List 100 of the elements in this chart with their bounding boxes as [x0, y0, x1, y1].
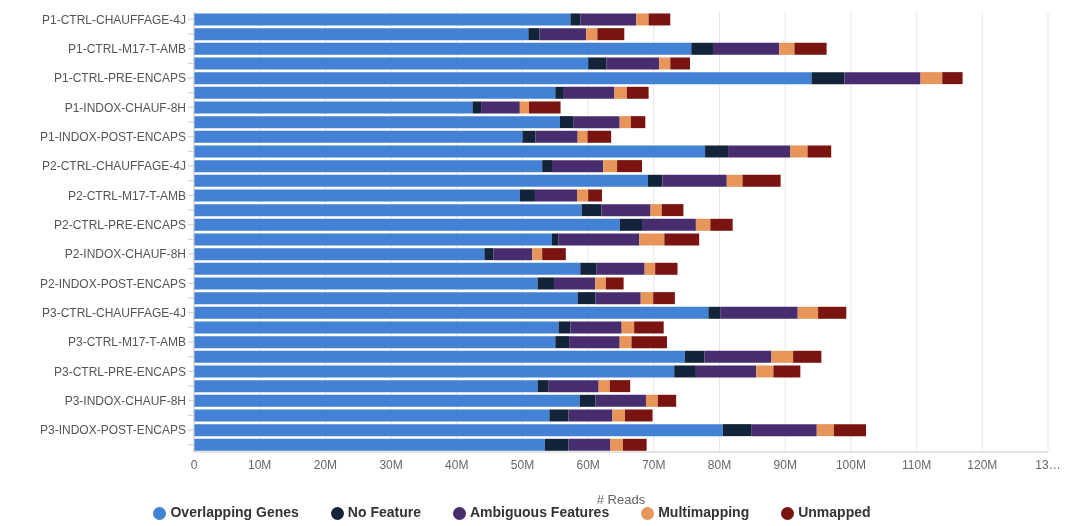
bar	[942, 72, 963, 85]
bar	[920, 72, 943, 85]
bar	[595, 277, 606, 290]
bar	[648, 13, 671, 26]
bar	[558, 233, 640, 246]
legend-label: Multimapping	[658, 504, 750, 520]
bar	[194, 13, 571, 26]
bar	[588, 189, 602, 202]
bar	[194, 438, 545, 451]
bar	[728, 145, 791, 158]
bar	[194, 204, 582, 217]
bar	[655, 262, 678, 275]
x-tick-label: 80M	[707, 457, 732, 472]
bar	[194, 86, 556, 99]
bar	[194, 306, 709, 319]
bar	[722, 424, 752, 437]
bar	[522, 130, 536, 143]
bar	[708, 306, 721, 319]
bar	[626, 86, 649, 99]
bar	[194, 42, 692, 55]
bar	[573, 116, 620, 129]
bar	[194, 116, 560, 129]
bar	[816, 424, 834, 437]
bar	[793, 350, 822, 363]
legend-label: Unmapped	[798, 504, 871, 520]
bar	[720, 306, 798, 319]
bar	[631, 336, 667, 349]
bar	[619, 336, 632, 349]
bar	[595, 292, 641, 305]
bar	[194, 336, 556, 349]
bar	[634, 321, 664, 334]
bar	[579, 394, 596, 407]
x-tick-label: 40M	[445, 457, 469, 472]
bar	[580, 13, 637, 26]
bar	[705, 145, 729, 158]
bar	[194, 28, 529, 41]
bar	[563, 86, 615, 99]
bar	[586, 28, 598, 41]
bar	[597, 28, 625, 41]
bar	[664, 233, 700, 246]
bar	[194, 218, 620, 231]
x-tick-label: 50M	[510, 457, 535, 472]
bar	[642, 218, 696, 231]
bar	[194, 394, 580, 407]
bar	[595, 394, 646, 407]
bar	[833, 424, 867, 437]
bar	[684, 350, 705, 363]
bar	[194, 365, 675, 378]
bar	[695, 218, 711, 231]
bar	[537, 277, 554, 290]
bar	[194, 57, 589, 70]
bar	[558, 321, 571, 334]
x-tick-label: 70M	[642, 457, 666, 472]
bar	[194, 130, 523, 143]
bar	[577, 130, 588, 143]
y-tick-label: P1-CTRL-M17-T-AMB	[67, 41, 186, 56]
bar	[619, 116, 631, 129]
x-tick-label: 110M	[902, 457, 932, 472]
x-tick-label: 13…	[1035, 457, 1061, 472]
bar	[645, 394, 658, 407]
bar	[609, 380, 631, 393]
bar	[742, 174, 781, 187]
bar	[661, 204, 684, 217]
bar	[535, 130, 578, 143]
y-tick-label: P1-INDOX-CHAUF-8H	[64, 100, 186, 115]
bar	[194, 424, 723, 437]
bar	[539, 28, 587, 41]
bar	[704, 350, 772, 363]
bar	[544, 438, 569, 451]
bar	[194, 409, 550, 422]
bar	[519, 101, 530, 114]
y-tick-label: P3-INDOX-POST-ENCAPS	[39, 423, 186, 438]
bar	[472, 101, 482, 114]
bar	[756, 365, 774, 378]
legend-label: No Feature	[347, 504, 421, 520]
bar	[537, 380, 549, 393]
bar	[194, 72, 812, 85]
bar	[519, 189, 535, 202]
bar	[622, 438, 647, 451]
bar	[542, 248, 566, 261]
bar	[194, 262, 581, 275]
y-tick-label: P2-INDOX-POST-ENCAPS	[39, 276, 186, 291]
bar	[662, 174, 727, 187]
y-tick-label: P3-CTRL-M17-T-AMB	[67, 335, 186, 350]
bar	[647, 174, 663, 187]
bar	[570, 13, 581, 26]
x-tick-label: 60M	[576, 457, 600, 472]
bar	[194, 277, 538, 290]
bar	[580, 262, 597, 275]
bar	[844, 72, 921, 85]
bar	[797, 306, 819, 319]
bar	[587, 130, 612, 143]
bar	[751, 424, 817, 437]
bar	[650, 204, 662, 217]
bar	[481, 101, 520, 114]
bar	[601, 204, 651, 217]
bar	[588, 57, 607, 70]
x-tick-label: 0	[190, 457, 198, 472]
x-tick-label: 90M	[773, 457, 797, 472]
bar	[596, 262, 645, 275]
